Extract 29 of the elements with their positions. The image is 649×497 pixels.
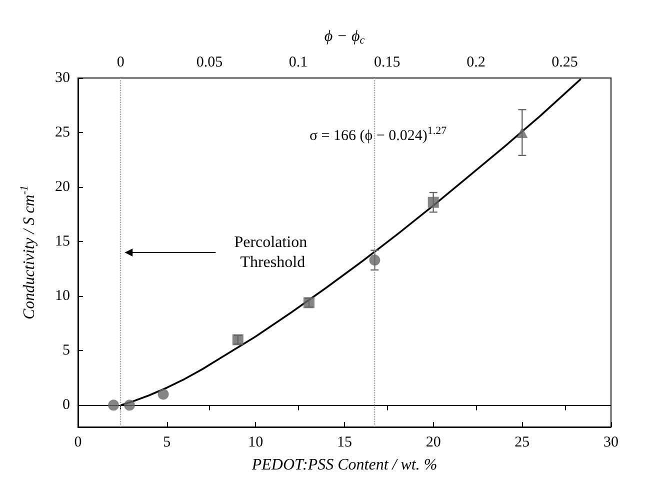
ref-line-label: Percolation Threshold (234, 234, 312, 271)
point (124, 400, 136, 411)
y-tick-label: 10 (55, 288, 70, 304)
point (108, 400, 120, 411)
x-tick-label: 30 (604, 434, 618, 450)
y-tick-label: 0 (62, 397, 70, 414)
x2-tick-label: 0.1 (288, 54, 308, 70)
x-tick-label: 5 (163, 434, 171, 450)
point (428, 196, 439, 208)
y-tick-label: 5 (62, 342, 70, 359)
x2-tick-label: 0.05 (196, 54, 223, 70)
point (516, 127, 528, 138)
x-tick-label: 25 (514, 434, 530, 450)
x2-tick-label: 0 (116, 54, 124, 70)
y-axis-title: Conductivity / S cm-1 (18, 185, 38, 320)
point (369, 254, 380, 266)
x-tick-label: 15 (337, 434, 352, 450)
x2-tick-label: 0.2 (466, 54, 486, 70)
x-tick-label: 10 (248, 434, 264, 450)
x2-tick-label: 0.25 (552, 54, 578, 70)
y-tick-label: 30 (55, 70, 70, 86)
x-tick-label: 0 (74, 434, 82, 450)
x2-tick-label: 0.15 (374, 54, 400, 70)
x-axis-title: PEDOT:PSS Content / wt. % (250, 456, 438, 474)
point (158, 388, 169, 400)
y-tick-label: 15 (55, 234, 70, 250)
x-tick-label: 20 (426, 434, 441, 450)
y-tick-label: 25 (55, 124, 70, 141)
y-tick-label: 20 (55, 179, 70, 196)
